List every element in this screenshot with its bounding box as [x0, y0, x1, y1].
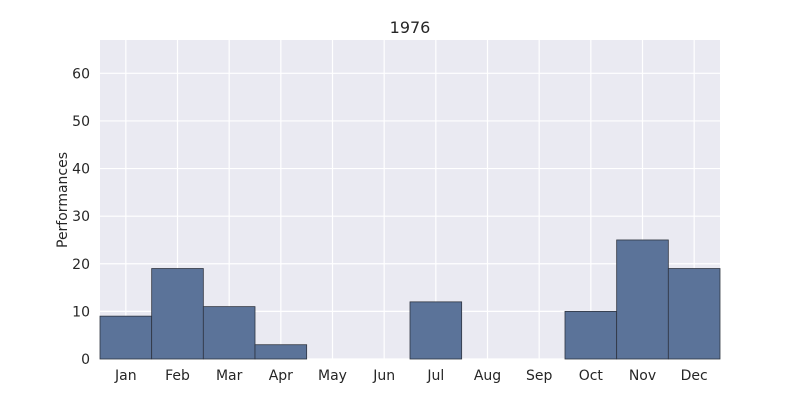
y-tick-label: 10	[72, 304, 90, 320]
y-tick-label: 30	[72, 209, 90, 225]
y-tick-label: 20	[72, 257, 90, 273]
bar-nov	[616, 239, 669, 360]
x-tick-label-jun: Jun	[372, 368, 395, 384]
x-tick-label-dec: Dec	[681, 368, 708, 384]
bar-jan	[99, 315, 153, 360]
x-tick-label-aug: Aug	[474, 368, 501, 384]
bar-dec	[667, 268, 721, 360]
y-tick-label: 40	[72, 162, 90, 178]
x-tick-label-feb: Feb	[165, 368, 190, 384]
bar-feb	[151, 268, 204, 360]
x-tick-label-jan: Jan	[114, 368, 137, 384]
x-tick-label-oct: Oct	[579, 368, 604, 384]
y-tick-label: 0	[81, 352, 90, 368]
x-tick-label-jul: Jul	[426, 368, 444, 384]
bar-apr	[254, 344, 308, 360]
bar-oct	[564, 310, 618, 360]
y-tick-label: 50	[72, 114, 90, 130]
bars	[99, 239, 721, 360]
chart-title: 1976	[390, 18, 431, 37]
bar-mar	[202, 306, 256, 360]
y-tick-labels: 0 10 20 30 40 50 60	[72, 66, 90, 368]
x-tick-label-sep: Sep	[526, 368, 553, 384]
bar-jul	[409, 301, 463, 360]
x-tick-label-nov: Nov	[629, 368, 656, 384]
x-tick-label-mar: Mar	[216, 368, 243, 384]
x-tick-label-apr: Apr	[269, 368, 293, 384]
y-tick-label: 60	[72, 66, 90, 82]
x-tick-labels: Jan Feb Mar Apr May Jun Jul Aug Sep Oct Nov Dec	[114, 368, 708, 384]
x-tick-label-may: May	[318, 368, 347, 384]
y-axis-label: Performances	[55, 152, 71, 248]
